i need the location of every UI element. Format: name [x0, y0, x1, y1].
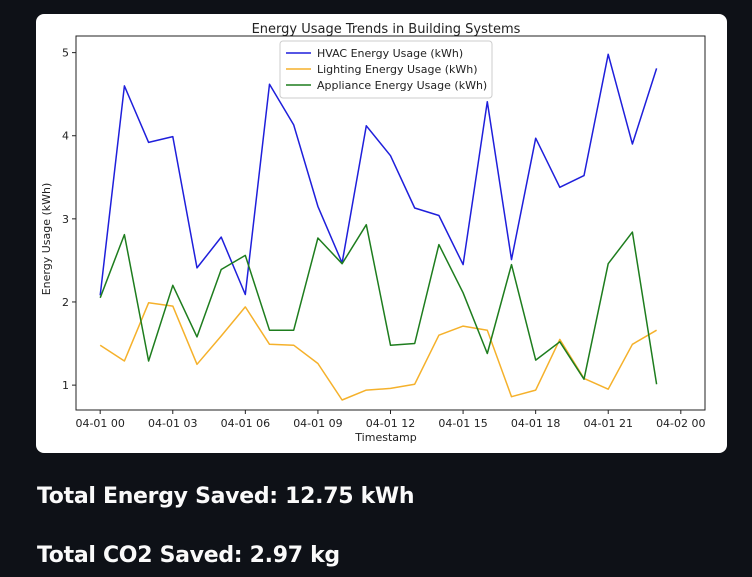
chart-title: Energy Usage Trends in Building Systems — [252, 22, 521, 37]
series-line-3 — [99, 223, 658, 385]
legend-box — [279, 40, 493, 99]
x-tick-label: 04-01 21 — [583, 417, 632, 430]
y-tick-label: 2 — [62, 296, 69, 309]
x-axis-label: Timestamp — [354, 431, 416, 444]
series-lines — [99, 53, 658, 401]
line-chart: Energy Usage Trends in Building Systems … — [40, 22, 706, 444]
legend-label: Lighting Energy Usage (kWh) — [317, 63, 478, 76]
x-tick-label: 04-01 06 — [221, 417, 270, 430]
x-tick-label: 04-01 00 — [75, 417, 124, 430]
x-tick-label: 04-01 18 — [511, 417, 560, 430]
y-axis-label: Energy Usage (kWh) — [40, 183, 53, 296]
chart-legend: HVAC Energy Usage (kWh) Lighting Energy U… — [279, 40, 493, 99]
axis-ticks: 1 2 3 4 5 04-01 00 04-01 03 04-01 06 04-01 09 04-… — [62, 47, 706, 430]
x-tick-label: 04-02 00 — [656, 417, 705, 430]
y-tick-label: 1 — [62, 379, 69, 392]
x-tick-label: 04-01 03 — [148, 417, 197, 430]
legend-label: HVAC Energy Usage (kWh) — [317, 47, 463, 60]
total-energy-saved: Total Energy Saved: 12.75 kWh — [37, 484, 415, 509]
y-tick-label: 3 — [62, 213, 69, 226]
x-tick-label: 04-01 09 — [293, 417, 342, 430]
chart-card: Energy Usage Trends in Building Systems … — [36, 14, 727, 453]
y-tick-label: 4 — [62, 130, 69, 143]
legend-label: Appliance Energy Usage (kWh) — [317, 79, 487, 92]
series-line-1 — [99, 53, 658, 296]
x-tick-label: 04-01 15 — [438, 417, 487, 430]
series-line-2 — [99, 302, 657, 401]
y-tick-label: 5 — [62, 47, 69, 60]
total-co2-saved: Total CO2 Saved: 2.97 kg — [37, 543, 340, 568]
x-tick-label: 04-01 12 — [366, 417, 415, 430]
